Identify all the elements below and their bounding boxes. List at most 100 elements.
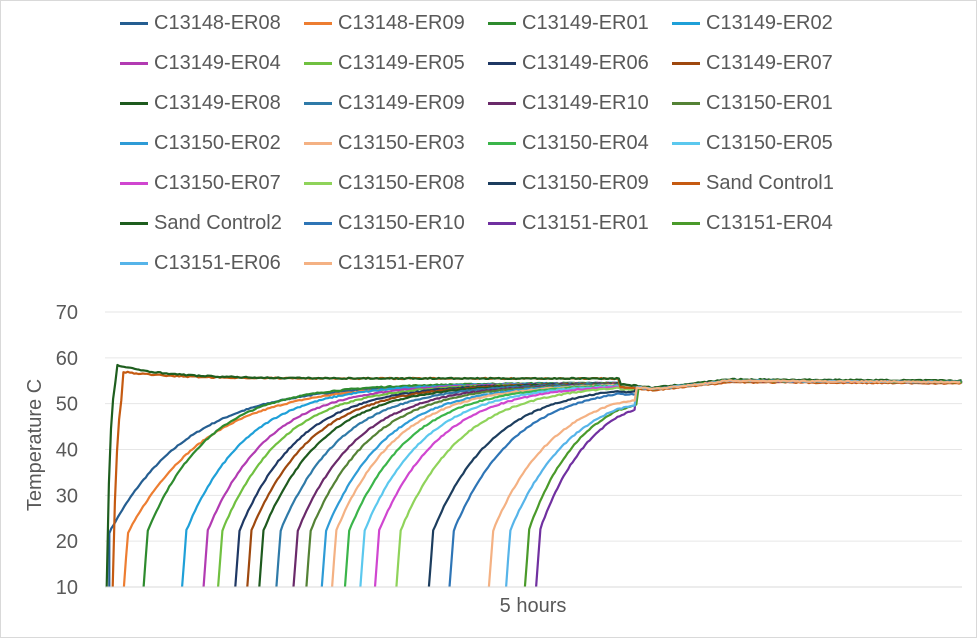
legend-swatch (672, 101, 700, 105)
series-line (505, 379, 961, 588)
legend-label: Sand Control2 (154, 211, 282, 234)
legend-swatch (304, 61, 332, 65)
legend-item: C13150-ER05 (672, 128, 833, 158)
legend-label: C13150-ER02 (154, 131, 281, 154)
legend-swatch (120, 21, 148, 25)
y-axis-title: Temperature C (24, 379, 46, 511)
legend-item: C13150-ER01 (672, 88, 833, 118)
legend-swatch (304, 221, 332, 225)
legend-label: C13149-ER06 (522, 51, 649, 74)
legend-swatch (672, 181, 700, 185)
series-line (535, 379, 961, 588)
legend-swatch (488, 141, 516, 145)
legend-swatch (672, 61, 700, 65)
legend-label: C13151-ER07 (338, 251, 465, 274)
series-line (246, 379, 962, 588)
legend-swatch (488, 181, 516, 185)
legend-item: C13149-ER02 (672, 8, 833, 38)
legend-label: C13149-ER08 (154, 91, 281, 114)
series-line (275, 379, 963, 588)
legend-swatch (488, 21, 516, 25)
series-line (181, 379, 963, 588)
legend-item: C13150-ER03 (304, 128, 465, 158)
legend-item: C13150-ER02 (120, 128, 281, 158)
legend-label: C13149-ER04 (154, 51, 281, 74)
legend-label: C13148-ER09 (338, 11, 465, 34)
series-line (320, 379, 961, 588)
series-line (142, 379, 963, 588)
legend-item: C13150-ER04 (488, 128, 649, 158)
legend-swatch (488, 221, 516, 225)
legend-item: C13149-ER10 (488, 88, 649, 118)
legend-swatch (120, 221, 148, 225)
legend-label: C13150-ER05 (706, 131, 833, 154)
legend-label: C13150-ER07 (154, 171, 281, 194)
legend-swatch (120, 61, 148, 65)
legend-item: C13150-ER07 (120, 168, 281, 198)
y-tick-label: 30 (56, 485, 78, 507)
series-line (305, 379, 963, 588)
legend-swatch (488, 101, 516, 105)
legend-item: C13150-ER08 (304, 168, 465, 198)
legend-item: C13149-ER08 (120, 88, 281, 118)
legend-item: C13151-ER07 (304, 248, 465, 278)
legend-item: C13149-ER05 (304, 48, 465, 78)
legend-item: C13149-ER06 (488, 48, 649, 78)
y-tick-label: 60 (56, 348, 78, 370)
legend-item: C13151-ER04 (672, 208, 833, 238)
legend-item: Sand Control1 (672, 168, 834, 198)
legend-item: Sand Control2 (120, 208, 282, 238)
legend-swatch (120, 101, 148, 105)
legend-swatch (304, 181, 332, 185)
legend-item: C13148-ER08 (120, 8, 281, 38)
legend-label: C13148-ER08 (154, 11, 281, 34)
legend-swatch (304, 21, 332, 25)
legend-label: Sand Control1 (706, 171, 834, 194)
y-axis-ticks: 10 20 30 40 50 60 70 (56, 302, 78, 599)
y-tick-label: 40 (56, 440, 78, 462)
legend-item: C13149-ER07 (672, 48, 833, 78)
series-line (487, 379, 961, 588)
legend-swatch (488, 61, 516, 65)
legend-swatch (672, 221, 700, 225)
legend-item: C13150-ER09 (488, 168, 649, 198)
y-tick-label: 10 (56, 577, 78, 599)
legend-swatch (304, 141, 332, 145)
legend-label: C13151-ER06 (154, 251, 281, 274)
legend-label: C13150-ER01 (706, 91, 833, 114)
legend-label: C13150-ER09 (522, 171, 649, 194)
legend-label: C13149-ER02 (706, 11, 833, 34)
legend-swatch (304, 261, 332, 265)
legend-label: C13149-ER01 (522, 11, 649, 34)
legend-label: C13151-ER01 (522, 211, 649, 234)
series-line (217, 379, 962, 588)
legend-item: C13149-ER04 (120, 48, 281, 78)
legend-item: C13149-ER01 (488, 8, 649, 38)
y-tick-label: 20 (56, 531, 78, 553)
y-tick-label: 70 (56, 302, 78, 324)
legend-item: C13151-ER06 (120, 248, 281, 278)
legend-label: C13150-ER08 (338, 171, 465, 194)
series-line (373, 379, 963, 588)
legend-label: C13151-ER04 (706, 211, 833, 234)
legend-label: C13150-ER04 (522, 131, 649, 154)
legend-swatch (120, 181, 148, 185)
y-tick-label: 50 (56, 394, 78, 416)
legend-label: C13149-ER09 (338, 91, 465, 114)
legend-item: C13150-ER10 (304, 208, 465, 238)
legend-label: C13149-ER05 (338, 51, 465, 74)
legend-item: C13148-ER09 (304, 8, 465, 38)
x-axis-title: 5 hours (500, 595, 567, 617)
legend-swatch (672, 21, 700, 25)
legend-label: C13150-ER03 (338, 131, 465, 154)
legend-swatch (120, 261, 148, 265)
legend-label: C13149-ER10 (522, 91, 649, 114)
legend-item: C13149-ER09 (304, 88, 465, 118)
legend-label: C13149-ER07 (706, 51, 833, 74)
legend-label: C13150-ER10 (338, 211, 465, 234)
series-line (202, 379, 963, 588)
legend-item: C13151-ER01 (488, 208, 649, 238)
series-line (105, 363, 962, 588)
legend-swatch (120, 141, 148, 145)
